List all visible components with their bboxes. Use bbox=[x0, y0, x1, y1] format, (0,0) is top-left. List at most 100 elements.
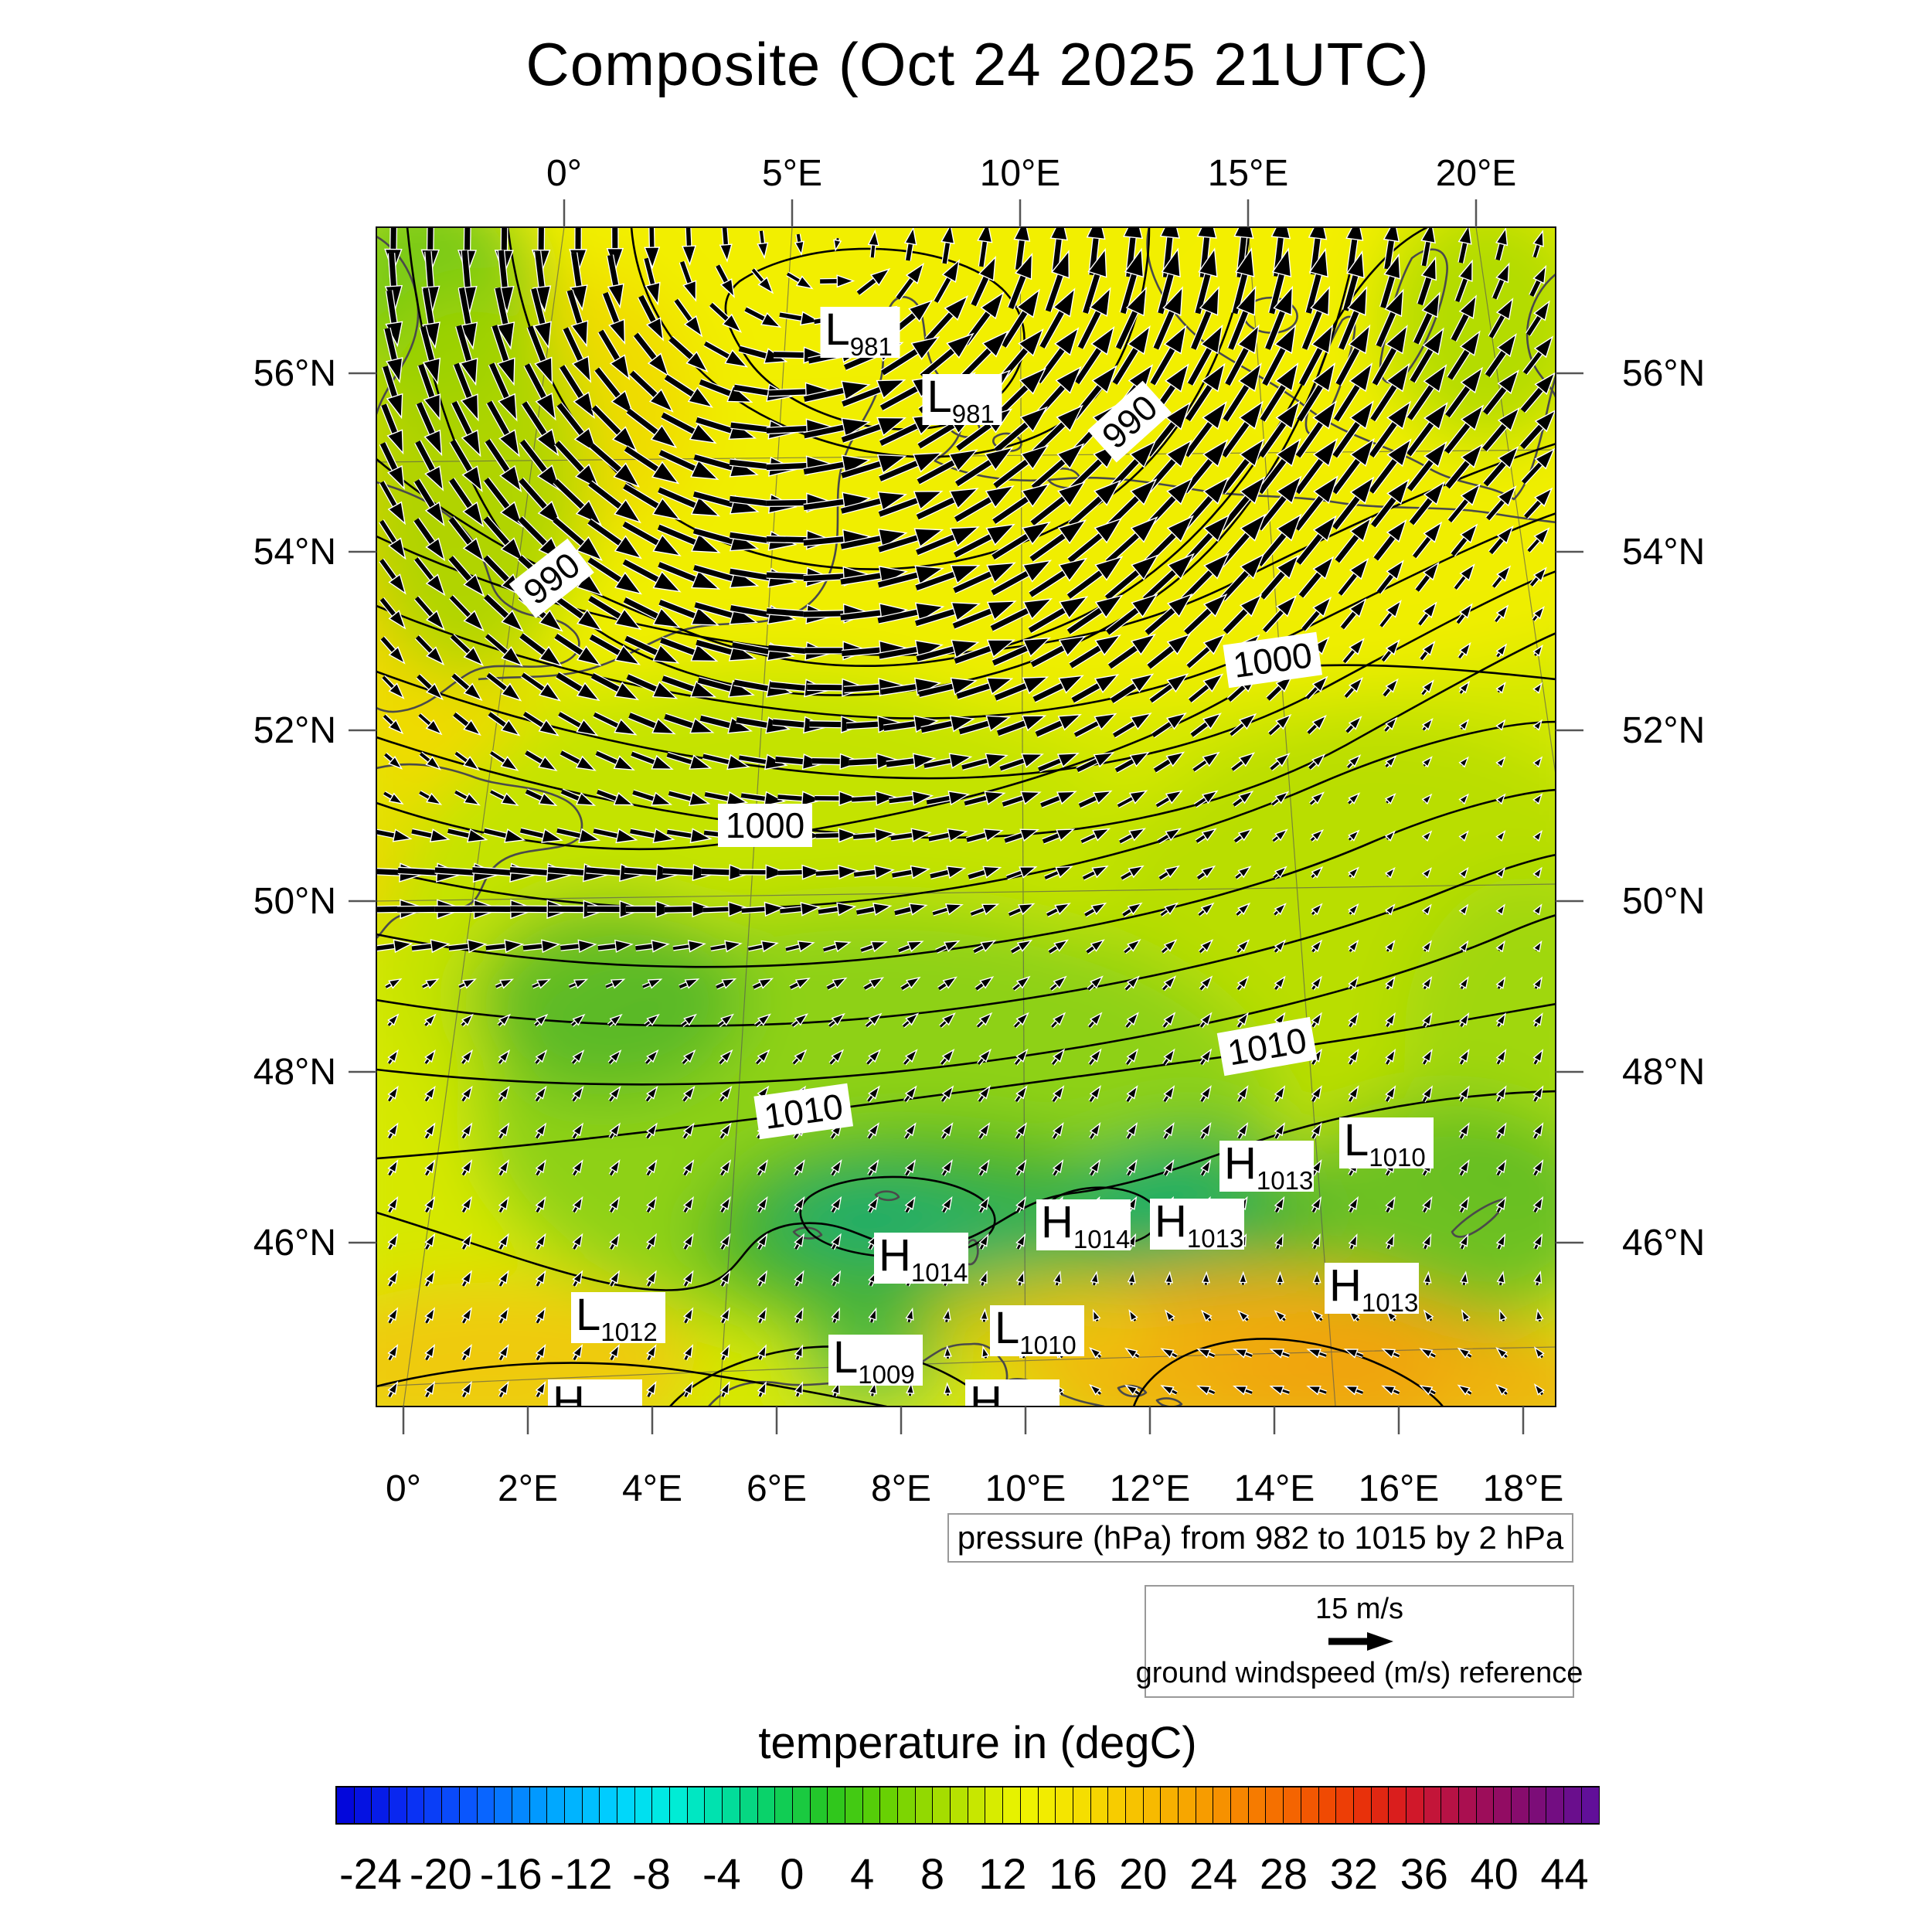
wind-arrow bbox=[572, 1233, 583, 1250]
wind-arrow-head bbox=[904, 1122, 917, 1137]
wind-arrow bbox=[1309, 829, 1325, 842]
colorbar-cell bbox=[1335, 1787, 1353, 1823]
wind-arrow bbox=[916, 639, 980, 663]
wind-arrow-head bbox=[646, 1380, 657, 1395]
wind-arrow-head bbox=[570, 284, 588, 311]
wind-arrow-head bbox=[1458, 756, 1469, 768]
wind-arrow bbox=[609, 1233, 621, 1250]
contour-label-bg bbox=[1216, 1016, 1318, 1077]
wind-arrow-head bbox=[794, 1381, 804, 1395]
wind-arrow-head bbox=[609, 1013, 623, 1026]
wind-arrow bbox=[494, 287, 515, 350]
wind-arrow bbox=[976, 1012, 993, 1029]
wind-arrow-head bbox=[1495, 793, 1506, 805]
wind-arrow bbox=[1458, 756, 1469, 768]
wind-arrow bbox=[1114, 286, 1148, 350]
wind-arrow-head bbox=[540, 939, 561, 954]
wind-arrow bbox=[1066, 517, 1123, 564]
wind-arrow bbox=[965, 828, 1004, 843]
left-tick-label: 48°N bbox=[253, 1052, 336, 1093]
wind-arrow-head bbox=[1126, 1085, 1138, 1100]
wind-arrow-head bbox=[1313, 475, 1338, 505]
wind-arrow bbox=[1015, 1270, 1025, 1287]
wind-arrow-head bbox=[1420, 227, 1436, 244]
wind-arrow-head bbox=[614, 718, 638, 736]
wind-arrow bbox=[1311, 975, 1322, 991]
wind-arrow bbox=[779, 902, 821, 917]
wind-arrow bbox=[952, 562, 1016, 594]
wind-arrow-head bbox=[1311, 324, 1334, 355]
wind-arrow bbox=[553, 632, 602, 666]
wind-arrow bbox=[1495, 903, 1505, 916]
wind-arrow bbox=[631, 789, 673, 806]
wind-arrow bbox=[447, 516, 485, 563]
wind-arrow bbox=[379, 558, 406, 595]
wind-arrow bbox=[1370, 478, 1410, 529]
wind-arrow bbox=[1082, 866, 1109, 881]
wind-arrow-head bbox=[535, 1159, 546, 1174]
wind-arrow bbox=[1199, 1122, 1212, 1140]
wind-arrow-head bbox=[1348, 1012, 1359, 1026]
coastline bbox=[376, 481, 580, 713]
wind-arrow-head bbox=[1384, 866, 1396, 879]
wind-arrow bbox=[1312, 1270, 1321, 1285]
wind-arrow-head bbox=[1274, 791, 1290, 804]
wind-arrow bbox=[831, 1270, 842, 1287]
wind-arrow-head bbox=[719, 243, 733, 263]
wind-arrow bbox=[535, 1122, 547, 1140]
wind-arrow bbox=[451, 400, 481, 457]
wind-arrow bbox=[1201, 1270, 1210, 1285]
wind-arrow-head bbox=[651, 791, 673, 806]
wind-arrow-head bbox=[1385, 325, 1408, 355]
wind-arrow bbox=[1270, 791, 1290, 807]
wind-arrow bbox=[637, 294, 665, 342]
colorbar-cell bbox=[1352, 1787, 1371, 1823]
wind-arrow-head bbox=[941, 1012, 956, 1026]
wind-arrow-head bbox=[1089, 1158, 1100, 1174]
wind-arrow bbox=[1417, 256, 1437, 306]
top-tick-label: 5°E bbox=[762, 153, 822, 194]
wind-arrow-head bbox=[985, 715, 1012, 732]
wind-arrow bbox=[1533, 1346, 1545, 1359]
wind-arrow-head bbox=[1092, 1308, 1101, 1321]
wind-arrow-head bbox=[1383, 227, 1400, 243]
wind-arrow bbox=[1492, 262, 1510, 300]
wind-arrow bbox=[1458, 680, 1471, 695]
wind-arrow bbox=[1148, 673, 1189, 704]
wind-arrow-head bbox=[1532, 682, 1543, 694]
wind-legend-caption: ground windspeed (m/s) reference bbox=[1135, 1657, 1583, 1689]
wind-arrow bbox=[905, 1307, 914, 1323]
wind-arrow bbox=[1070, 674, 1120, 704]
wind-arrow bbox=[953, 523, 1015, 559]
wind-arrow-head bbox=[534, 356, 553, 386]
wind-arrow bbox=[943, 1382, 952, 1396]
wind-arrow-head bbox=[1457, 1347, 1471, 1359]
wind-arrow bbox=[1267, 713, 1292, 736]
wind-arrow-head bbox=[1312, 437, 1338, 467]
wind-arrow-head bbox=[1018, 903, 1036, 916]
wind-arrow-head bbox=[535, 1122, 547, 1137]
wind-arrow-head bbox=[1015, 1270, 1025, 1284]
wind-arrow bbox=[978, 1233, 989, 1250]
wind-arrow bbox=[935, 940, 961, 954]
wind-arrow bbox=[1311, 1012, 1322, 1029]
wind-arrow-head bbox=[1020, 791, 1042, 805]
wind-arrow-head bbox=[1533, 1346, 1545, 1359]
wind-arrow bbox=[1532, 829, 1543, 842]
wind-arrow-head bbox=[646, 1085, 658, 1100]
wind-arrow bbox=[552, 516, 603, 561]
wind-arrow bbox=[607, 1049, 622, 1065]
wind-arrow bbox=[754, 1013, 772, 1028]
wind-arrow-head bbox=[1015, 975, 1031, 989]
wind-arrow bbox=[1495, 976, 1506, 990]
colorbar-cell bbox=[1318, 1787, 1336, 1823]
wind-arrow bbox=[1238, 1270, 1247, 1285]
wind-arrow bbox=[777, 791, 824, 807]
wind-arrow bbox=[1311, 1196, 1322, 1213]
contour-label-bg bbox=[1223, 631, 1323, 689]
wind-arrow-head bbox=[539, 609, 563, 632]
wind-arrow bbox=[1126, 1158, 1138, 1177]
right-tick-label: 46°N bbox=[1622, 1223, 1705, 1264]
wind-arrow-head bbox=[1348, 1233, 1358, 1247]
wind-arrow bbox=[623, 597, 681, 628]
